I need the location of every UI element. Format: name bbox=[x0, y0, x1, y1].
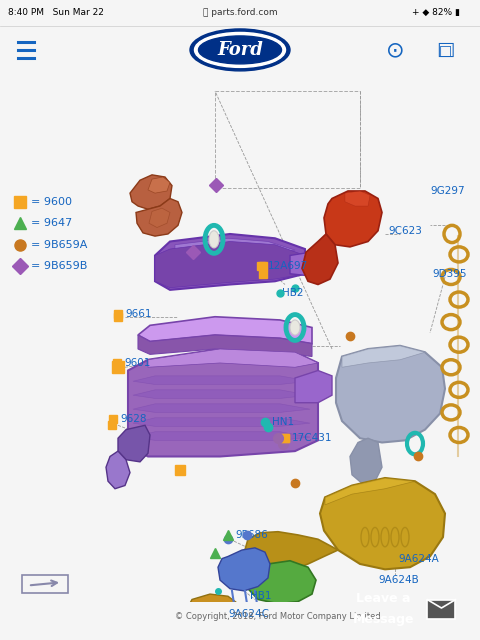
Text: HN1: HN1 bbox=[272, 417, 294, 427]
Text: 9D395: 9D395 bbox=[432, 269, 467, 279]
Text: □: □ bbox=[438, 43, 452, 57]
Polygon shape bbox=[149, 208, 170, 228]
Text: + ◆ 82% ▮: + ◆ 82% ▮ bbox=[412, 8, 460, 17]
Polygon shape bbox=[188, 594, 238, 625]
Polygon shape bbox=[138, 335, 312, 356]
Text: 9A624C: 9A624C bbox=[228, 609, 269, 620]
Polygon shape bbox=[246, 561, 316, 604]
Ellipse shape bbox=[194, 33, 286, 67]
Polygon shape bbox=[133, 418, 310, 426]
Ellipse shape bbox=[290, 320, 300, 335]
Text: 9C623: 9C623 bbox=[388, 226, 422, 236]
Text: 9628: 9628 bbox=[120, 414, 146, 424]
Polygon shape bbox=[148, 177, 170, 193]
Polygon shape bbox=[130, 175, 172, 209]
Polygon shape bbox=[295, 371, 332, 403]
Polygon shape bbox=[302, 234, 338, 285]
Text: = 9600: = 9600 bbox=[31, 196, 72, 207]
Text: = 9647: = 9647 bbox=[31, 218, 72, 228]
Polygon shape bbox=[148, 349, 318, 367]
Polygon shape bbox=[118, 426, 150, 462]
Text: = 9B659A: = 9B659A bbox=[31, 240, 87, 250]
Text: ⊙: ⊙ bbox=[386, 40, 404, 60]
Ellipse shape bbox=[209, 231, 219, 248]
Polygon shape bbox=[218, 548, 270, 591]
Text: Message: Message bbox=[353, 613, 414, 626]
Polygon shape bbox=[244, 532, 338, 572]
Text: HB2: HB2 bbox=[282, 288, 303, 298]
Ellipse shape bbox=[190, 29, 290, 71]
Text: = 9B659B: = 9B659B bbox=[31, 261, 87, 271]
Polygon shape bbox=[324, 191, 382, 247]
Polygon shape bbox=[320, 478, 445, 570]
Polygon shape bbox=[325, 478, 415, 505]
Text: Ford: Ford bbox=[217, 41, 263, 59]
Polygon shape bbox=[138, 317, 312, 344]
Text: 🔒 parts.ford.com: 🔒 parts.ford.com bbox=[203, 8, 277, 17]
Polygon shape bbox=[133, 404, 310, 412]
Polygon shape bbox=[290, 252, 325, 276]
Polygon shape bbox=[175, 238, 295, 255]
Text: □: □ bbox=[436, 40, 454, 60]
Text: © Copyright, 2018, Ford Motor Company Limited: © Copyright, 2018, Ford Motor Company Li… bbox=[175, 612, 381, 621]
Text: 9P686: 9P686 bbox=[235, 530, 268, 540]
Polygon shape bbox=[336, 346, 445, 442]
Text: 12A697: 12A697 bbox=[268, 261, 308, 271]
Polygon shape bbox=[427, 600, 456, 619]
Polygon shape bbox=[345, 191, 370, 206]
Polygon shape bbox=[106, 451, 130, 489]
Ellipse shape bbox=[199, 36, 281, 64]
Polygon shape bbox=[350, 438, 382, 483]
Text: 9A624A: 9A624A bbox=[398, 554, 439, 564]
Text: 17C431: 17C431 bbox=[292, 433, 333, 444]
Polygon shape bbox=[136, 198, 182, 236]
Polygon shape bbox=[133, 432, 310, 440]
Text: Leave a: Leave a bbox=[356, 592, 411, 605]
Polygon shape bbox=[155, 234, 305, 290]
Text: HB1: HB1 bbox=[250, 591, 272, 601]
Polygon shape bbox=[133, 390, 310, 399]
Text: 9A624B: 9A624B bbox=[378, 575, 419, 585]
Text: 9G297: 9G297 bbox=[430, 186, 465, 196]
Polygon shape bbox=[342, 346, 425, 367]
Polygon shape bbox=[133, 376, 310, 385]
Polygon shape bbox=[155, 241, 305, 288]
Text: 9601: 9601 bbox=[124, 358, 150, 368]
Text: 9661: 9661 bbox=[125, 308, 152, 319]
Text: 8:40 PM   Sun Mar 22: 8:40 PM Sun Mar 22 bbox=[8, 8, 104, 17]
Polygon shape bbox=[128, 349, 318, 456]
